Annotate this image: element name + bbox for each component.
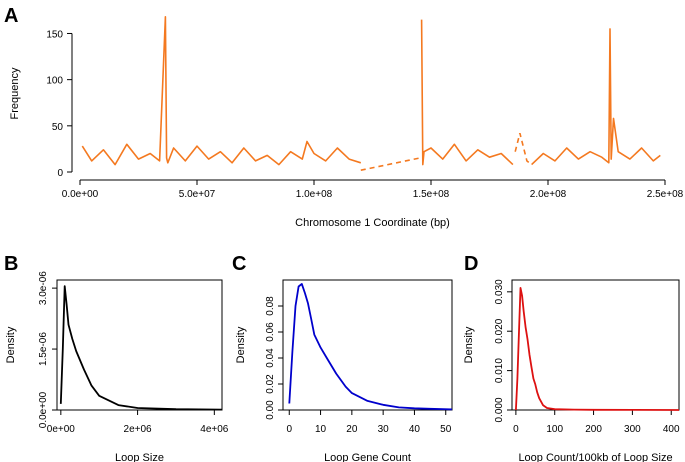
x-tick-label-c-2: 20 [346, 424, 358, 435]
frequency-dashed-gap-1 [514, 133, 533, 166]
x-tick-label-c-1: 10 [315, 424, 327, 435]
y-tick-label-c-1: 0.02 [265, 374, 276, 394]
frequency-line-segment-2 [531, 28, 661, 166]
y-tick-label-b-2: 3.0e-06 [38, 271, 49, 305]
x-tick-label-c-5: 50 [440, 424, 452, 435]
x-tick-label-b-2: 4e+06 [200, 424, 229, 435]
frequency-line-segment-1 [420, 19, 514, 166]
x-axis-title-c: Loop Gene Count [324, 452, 411, 462]
plot-frame-c [282, 279, 453, 411]
x-tick-label-d-1: 100 [546, 424, 563, 435]
x-tick-label-b-0: 0e+00 [47, 424, 76, 435]
x-tick-label-c-4: 40 [409, 424, 421, 435]
x-tick-label-d-0: 0 [513, 424, 519, 435]
panel-letter-b: B [4, 253, 18, 275]
y-tick-label-a-0: 0 [57, 168, 63, 179]
y-tick-label-c-4: 0.08 [265, 296, 276, 316]
y-tick-label-a-2: 100 [46, 76, 63, 87]
y-tick-label-a-1: 50 [52, 122, 64, 133]
y-axis-title-d: Density [463, 326, 475, 363]
y-tick-label-d-1: 0.010 [494, 358, 505, 383]
y-tick-label-b-0: 0.0e+00 [38, 391, 49, 428]
y-tick-label-a-3: 150 [46, 29, 63, 40]
y-tick-label-c-2: 0.04 [265, 348, 276, 368]
frequency-dashed-gap-0 [360, 157, 420, 171]
density-curve-d [515, 287, 680, 411]
x-tick-label-c-0: 0 [286, 424, 292, 435]
y-tick-label-d-2: 0.020 [494, 318, 505, 343]
x-tick-label-a-4: 2.0e+08 [530, 189, 567, 200]
x-tick-label-d-2: 200 [585, 424, 602, 435]
y-tick-label-d-3: 0.030 [494, 279, 505, 304]
y-axis-title-a: Frequency [9, 67, 21, 119]
x-tick-label-a-2: 1.0e+08 [296, 189, 333, 200]
y-axis-title-c: Density [235, 326, 247, 363]
x-tick-label-d-4: 400 [663, 424, 680, 435]
density-curve-b [59, 285, 223, 411]
panel-letter-c: C [232, 253, 246, 275]
panel-letter-a: A [4, 5, 18, 27]
y-tick-label-c-3: 0.06 [265, 322, 276, 342]
x-tick-label-a-1: 5.0e+07 [179, 189, 216, 200]
y-tick-label-d-0: 0.000 [494, 397, 505, 422]
x-tick-label-c-3: 30 [378, 424, 390, 435]
x-tick-label-b-1: 2e+06 [124, 424, 153, 435]
plot-frame-b [56, 279, 223, 411]
x-axis-title-a: Chromosome 1 Coordinate (bp) [295, 217, 450, 229]
y-tick-label-b-1: 1.5e-06 [38, 332, 49, 366]
y-tick-label-c-0: 0.00 [265, 400, 276, 420]
x-tick-label-d-3: 300 [624, 424, 641, 435]
x-axis-title-d: Loop Count/100kb of Loop Size [518, 452, 672, 462]
frequency-line-segment-0 [81, 16, 362, 166]
density-curve-c [288, 283, 453, 411]
x-tick-label-a-5: 2.5e+08 [647, 189, 684, 200]
x-axis-title-b: Loop Size [115, 452, 164, 462]
panel-letter-d: D [464, 253, 478, 275]
y-axis-title-b: Density [5, 326, 17, 363]
x-tick-label-a-0: 0.0e+00 [62, 189, 99, 200]
x-tick-label-a-3: 1.5e+08 [413, 189, 450, 200]
